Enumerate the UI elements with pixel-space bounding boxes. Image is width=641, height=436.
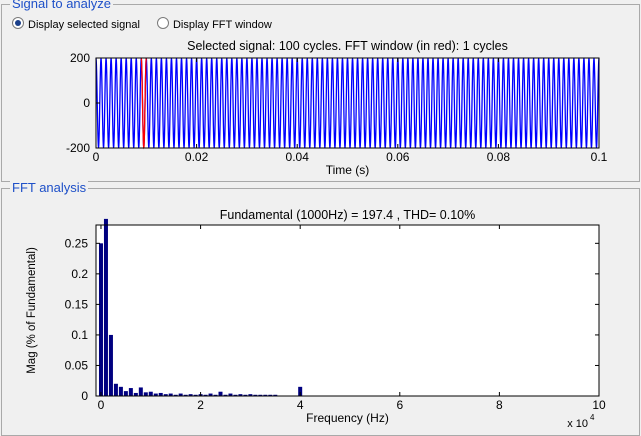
fft-bar [298, 386, 303, 396]
fft-y-tick-label: 0.1 [71, 328, 88, 342]
fft-bar [258, 394, 263, 396]
fft-x-multiplier: x 10 [567, 418, 588, 430]
fft-bar [238, 394, 243, 396]
signal-plot-title: Selected signal: 100 cycles. FFT window … [187, 39, 508, 53]
signal-x-tick-label: 0.02 [185, 150, 209, 164]
fft-plot-title: Fundamental (1000Hz) = 197.4 , THD= 0.10… [220, 208, 475, 222]
fft-x-tick-label: 0 [98, 398, 105, 412]
signal-x-tick-label: 0 [93, 150, 100, 164]
radio-unchecked-icon [156, 17, 169, 29]
fft-x-tick-label: 8 [496, 398, 503, 412]
display-fft-window-radio[interactable]: Display FFT window [156, 17, 272, 32]
fft-bar [118, 386, 123, 396]
signal-waveform-line [95, 58, 600, 148]
fft-bar [233, 394, 238, 396]
fft-bar [158, 392, 163, 396]
signal-x-axis-label: Time (s) [326, 163, 370, 177]
signal-time-plot: Selected signal: 100 cycles. FFT window … [66, 39, 608, 177]
fft-plot-area [96, 225, 599, 396]
fft-panel-title: FFT analysis [10, 180, 89, 196]
fft-bar [248, 394, 253, 396]
fft-bar-plot: Fundamental (1000Hz) = 197.4 , THD= 0.10… [26, 208, 606, 430]
fft-bar [103, 218, 108, 396]
display-mode-radio-group: Display selected signal Display FFT wind… [12, 17, 286, 32]
fft-bar [133, 392, 138, 396]
display-selected-signal-label: Display selected signal [28, 19, 140, 31]
fft-bar [218, 391, 223, 396]
fft-bar [98, 243, 103, 396]
fft-bar [243, 394, 248, 396]
fft-y-tick-label: 0.2 [71, 267, 88, 281]
signal-panel-title: Signal to analyze [10, 0, 114, 12]
fft-y-tick-label: 0.05 [65, 358, 89, 372]
fft-y-tick-label: 0.25 [65, 236, 89, 250]
fft-bar [213, 394, 218, 396]
display-fft-window-label: Display FFT window [172, 19, 272, 31]
fft-bar [193, 394, 198, 396]
fft-y-tick-label: 0 [81, 389, 88, 403]
fft-bar [268, 394, 273, 396]
fft-x-tick-label: 6 [396, 398, 403, 412]
signal-y-tick-label: -200 [66, 141, 90, 155]
fft-plot-frame [95, 224, 600, 397]
fft-bar [253, 394, 258, 396]
fft-bar [188, 394, 193, 396]
fft-bar [208, 393, 213, 396]
fft-bar [203, 394, 208, 396]
fft-y-axis-label: Mag (% of Fundamental) [26, 247, 38, 374]
signal-x-tick-label: 0.08 [487, 150, 511, 164]
signal-y-tick-label: 200 [70, 51, 90, 65]
fft-bar [228, 393, 233, 396]
fft-bar [153, 393, 158, 396]
fft-bar [273, 394, 278, 396]
fft-analysis-panel: FFT analysis Fundamental (1000Hz) = 197.… [1, 180, 640, 436]
fft-bar [113, 383, 118, 396]
fft-x-axis-label: Frequency (Hz) [306, 411, 389, 425]
radio-checked-icon [12, 17, 24, 29]
fft-bar [123, 391, 128, 396]
fft-bar [183, 394, 188, 396]
fft-bar [168, 393, 173, 396]
fft-bar [108, 334, 113, 396]
fft-bar [163, 394, 168, 396]
fft-x-tick-label: 10 [592, 398, 606, 412]
signal-x-tick-label: 0.1 [591, 150, 608, 164]
fft-bar [178, 393, 183, 396]
fft-y-tick-label: 0.15 [65, 297, 89, 311]
fft-bar [143, 392, 148, 396]
signal-x-tick-label: 0.04 [286, 150, 310, 164]
fft-bar [138, 387, 143, 396]
fft-window-line [140, 58, 147, 150]
fft-x-multiplier-exponent: 4 [590, 413, 595, 422]
signal-x-tick-label: 0.06 [386, 150, 410, 164]
fft-bar [173, 394, 178, 396]
fft-x-tick-label: 4 [297, 398, 304, 412]
fft-bar [263, 394, 268, 396]
fft-x-tick-label: 2 [197, 398, 204, 412]
fft-bar [148, 391, 153, 396]
fft-bar [128, 388, 133, 396]
display-selected-signal-radio[interactable]: Display selected signal [12, 17, 140, 32]
fft-bar [223, 394, 228, 396]
signal-to-analyze-panel: Signal to analyze Display selected signa… [1, 0, 640, 182]
signal-y-tick-label: 0 [83, 96, 90, 110]
